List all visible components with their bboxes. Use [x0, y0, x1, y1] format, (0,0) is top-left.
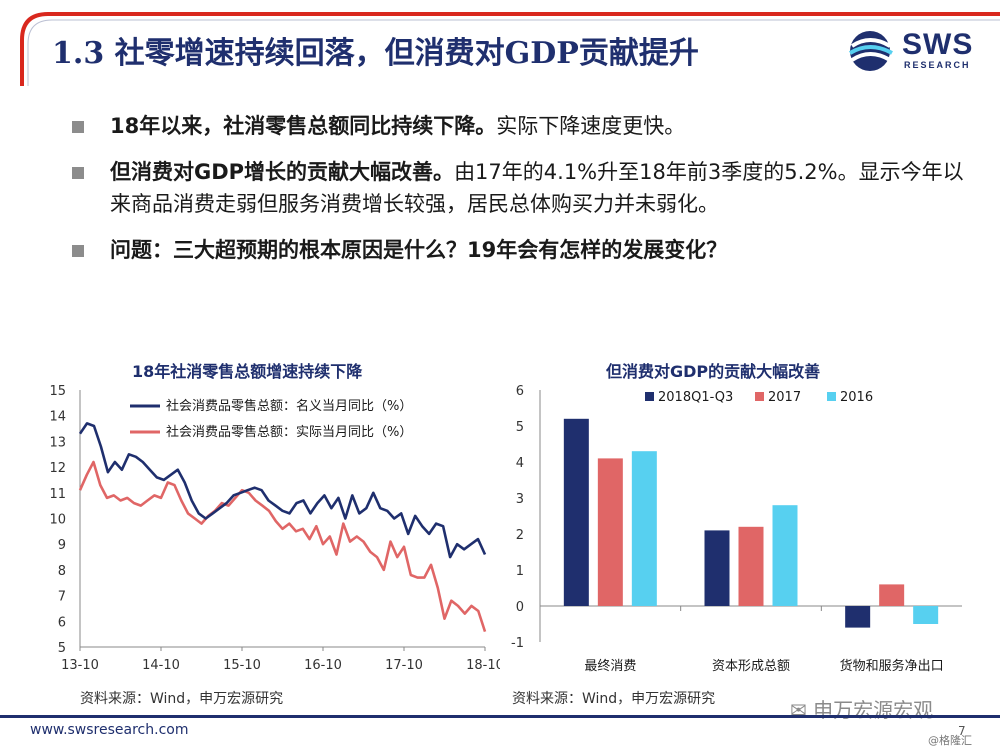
bar [563, 418, 589, 606]
y-tick-label: 12 [49, 461, 66, 476]
category-label: 货物和服务净出口 [840, 658, 944, 674]
x-tick-label: 15-10 [223, 658, 261, 673]
y-tick-label: 3 [516, 492, 524, 507]
legend-swatch [827, 392, 836, 401]
y-tick-label: 6 [58, 615, 66, 630]
y-tick-label: 5 [516, 420, 524, 435]
y-tick-label: 1 [516, 564, 524, 579]
bar [845, 606, 871, 628]
square-bullet-icon [72, 245, 84, 257]
y-tick-label: 5 [58, 641, 66, 656]
legend-label: 社会消费品零售总额：实际当月同比（%） [166, 424, 412, 440]
right-chart-title: 但消费对GDP的贡献大幅改善 [606, 362, 821, 381]
footer-divider [0, 715, 1000, 718]
page-title: 1.3 社零增速持续回落，但消费对GDP贡献提升 [52, 36, 699, 71]
x-tick-label: 18-10 [466, 658, 500, 673]
legend-label: 社会消费品零售总额：名义当月同比（%） [166, 398, 412, 414]
y-tick-label: 10 [49, 513, 66, 528]
watermark-source: @格隆汇 [928, 734, 972, 747]
y-tick-label: 0 [516, 600, 524, 615]
x-tick-label: 14-10 [142, 658, 180, 673]
category-label: 最终消费 [584, 658, 636, 674]
legend-label: 2018Q1-Q3 [658, 390, 733, 405]
series-line [78, 422, 487, 559]
y-tick-label: 9 [58, 538, 66, 553]
y-tick-label: 6 [516, 384, 524, 399]
bar [597, 458, 623, 606]
sws-logo: SWS RESEARCH [846, 28, 986, 74]
bar-chart: -1 0 1 2 3 4 5 6 最终消费 资本形成总额 货物和服务净出口 2018Q1-Q3 2017… [511, 384, 962, 674]
x-tick-label: 13-10 [61, 658, 99, 673]
bullet-bold-text: 18年以来，社消零售总额同比持续下降。 [110, 114, 497, 138]
bar [738, 526, 764, 606]
header-border-inner [27, 19, 1000, 86]
page-number: 7 [958, 724, 966, 738]
wechat-icon: ✉ [790, 698, 807, 722]
legend-swatch [755, 392, 764, 401]
square-bullet-icon [72, 167, 84, 179]
right-chart-source: 资料来源：Wind，申万宏源研究 [512, 691, 716, 707]
bullet-bold-text: 但消费对GDP增长的贡献大幅改善。 [110, 160, 455, 184]
watermark-text: 申万宏源宏观 [813, 698, 934, 722]
header-border-red [20, 12, 1000, 86]
bullet-item: 18年以来，社消零售总额同比持续下降。实际下降速度更快。 [70, 110, 970, 142]
logo-subtext: RESEARCH [904, 60, 971, 70]
y-tick-label: 2 [516, 528, 524, 543]
y-tick-label: 8 [58, 564, 66, 579]
x-tick-label: 16-10 [304, 658, 342, 673]
wechat-watermark: ✉ 申万宏源宏观 [790, 694, 933, 723]
bullet-text: 实际下降速度更快。 [496, 114, 686, 138]
line-chart: 5 6 7 8 9 10 11 12 13 14 15 13-10 14-10 15-10 16-10 17-… [49, 384, 500, 673]
bar [913, 606, 939, 624]
legend-swatch [645, 392, 654, 401]
logo-text: SWS [902, 28, 974, 61]
bullet-bold-text: 问题：三大超预期的根本原因是什么？19年会有怎样的发展变化？ [110, 238, 728, 262]
bullet-text: 由17年的4.1%升至18年前3季度的5.2%。显示今年以来商品消费走弱但服务消… [110, 160, 964, 216]
footer-url-link[interactable]: www.swsresearch.com [30, 722, 189, 738]
y-tick-label: 4 [516, 456, 524, 471]
x-tick-label: 17-10 [385, 658, 423, 673]
bullet-item: 但消费对GDP增长的贡献大幅改善。由17年的4.1%升至18年前3季度的5.2%… [70, 156, 970, 220]
y-tick-label: 11 [49, 487, 66, 502]
header-band [20, 12, 1000, 86]
bar [631, 451, 657, 606]
y-tick-label: -1 [511, 636, 524, 651]
bar [704, 530, 730, 606]
y-tick-label: 7 [58, 590, 66, 605]
left-chart-title: 18年社消零售总额增速持续下降 [132, 362, 363, 381]
left-chart-source: 资料来源：Wind，申万宏源研究 [80, 691, 284, 707]
series-line [78, 460, 487, 633]
square-bullet-icon [72, 121, 84, 133]
bullet-list: 18年以来，社消零售总额同比持续下降。实际下降速度更快。 但消费对GDP增长的贡… [70, 110, 970, 280]
y-tick-label: 13 [49, 435, 66, 450]
legend-label: 2017 [768, 390, 801, 405]
y-tick-label: 14 [49, 410, 66, 425]
bar [772, 505, 798, 606]
bullet-item: 问题：三大超预期的根本原因是什么？19年会有怎样的发展变化？ [70, 234, 970, 266]
y-tick-label: 15 [49, 384, 66, 399]
legend-label: 2016 [840, 390, 873, 405]
bar [879, 584, 905, 606]
category-label: 资本形成总额 [712, 659, 790, 674]
sws-logo-icon [848, 31, 893, 71]
